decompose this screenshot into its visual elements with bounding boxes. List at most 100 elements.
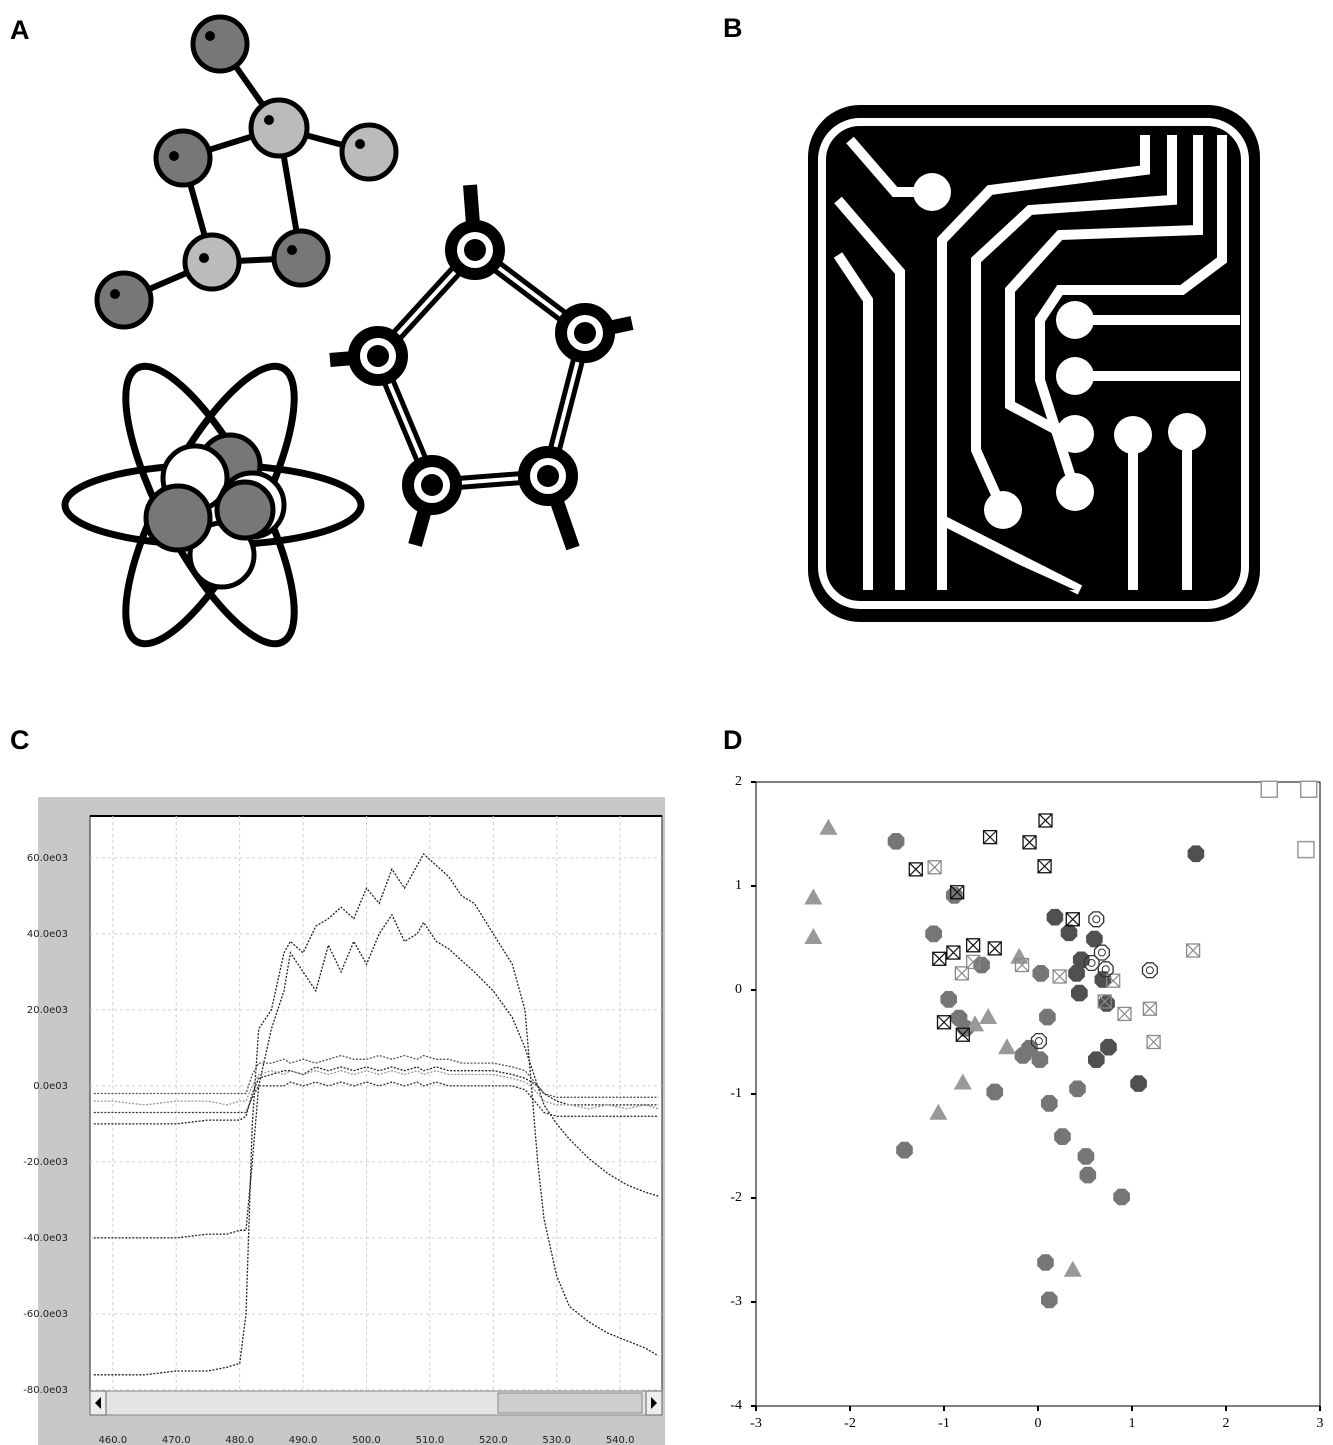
marker: [1034, 1036, 1043, 1045]
scatter-point: [1022, 835, 1037, 850]
marker: [1031, 1051, 1049, 1068]
scatter-point: [1260, 780, 1278, 799]
marker: [1083, 954, 1100, 972]
marker: [1037, 859, 1052, 874]
marker: [1113, 1188, 1130, 1206]
panel-label: D: [723, 725, 743, 755]
marker: [946, 945, 961, 960]
scatter-point: [1032, 965, 1050, 982]
y-tick-label: 1: [735, 878, 742, 893]
marker: [987, 941, 1002, 956]
scatter-point: [1010, 947, 1029, 964]
marker: [1069, 1080, 1086, 1098]
marker: [1039, 1008, 1056, 1026]
marker: [946, 945, 961, 960]
scatter-point: [1037, 1254, 1054, 1271]
marker: [965, 954, 981, 970]
marker: [1037, 1254, 1054, 1271]
marker: [1038, 813, 1053, 828]
marker: [804, 888, 823, 905]
marker: [1142, 1001, 1157, 1016]
marker: [936, 1015, 952, 1030]
scatter-point: [965, 938, 981, 953]
marker: [1145, 966, 1154, 975]
marker: [1097, 994, 1112, 1009]
marker: [954, 966, 970, 981]
marker: [1142, 1001, 1158, 1016]
marker: [927, 860, 942, 875]
marker: [950, 885, 965, 900]
marker: [1100, 1038, 1117, 1056]
scatter-point: [955, 1027, 970, 1042]
scatter-point: [1297, 840, 1315, 859]
scatter-point: [1093, 944, 1110, 961]
scatter-point: [1083, 954, 1100, 972]
molecule-illustration: [94, 14, 399, 330]
x-tick-label: -1: [938, 1416, 950, 1431]
marker: [929, 1103, 948, 1120]
marker: [1146, 1034, 1161, 1050]
scatter-point: [936, 1015, 952, 1030]
marker: [887, 833, 905, 850]
scatter-point: [1031, 1051, 1049, 1068]
y-tick-label: 2: [735, 774, 742, 789]
marker: [925, 925, 942, 943]
scatter-point: [929, 1103, 948, 1120]
marker: [1097, 948, 1106, 957]
scatter-point: [1063, 1260, 1082, 1277]
y-tick-label: -60.0e03: [23, 1309, 68, 1320]
marker: [1015, 958, 1029, 972]
scatter-point: [1041, 1291, 1058, 1309]
scatter-point: [927, 860, 942, 875]
panel-label: A: [10, 15, 30, 45]
scatter-point: [925, 925, 942, 943]
x-tick-label: -2: [844, 1416, 856, 1431]
y-tick-label: 0: [735, 982, 742, 997]
marker: [896, 1141, 913, 1159]
atom-illustration: [61, 362, 365, 648]
scatter-point: [966, 1015, 985, 1032]
marker: [1014, 957, 1030, 973]
scatter-point: [1068, 965, 1085, 982]
marker: [1260, 780, 1278, 799]
marker: [937, 1015, 951, 1030]
scatter-point: [965, 954, 981, 970]
marker: [1037, 859, 1052, 874]
scatter-point: [1052, 969, 1067, 984]
ring-illustration: [329, 184, 634, 551]
marker: [953, 1073, 972, 1090]
scatter-point: [982, 829, 998, 845]
marker: [1130, 1075, 1147, 1092]
marker: [965, 938, 981, 953]
circuit-illustration: [808, 105, 1260, 622]
marker: [932, 951, 947, 966]
scatter-point: [896, 1141, 913, 1159]
x-tick-label: 0: [1035, 1416, 1042, 1431]
y-tick-label: 40.0e03: [27, 929, 68, 940]
marker: [1185, 943, 1201, 958]
marker: [1106, 973, 1121, 988]
scatter-point: [1014, 1047, 1032, 1064]
marker: [1117, 1006, 1132, 1021]
marker: [1088, 1051, 1105, 1068]
marker: [1101, 965, 1110, 974]
scatter-point: [1071, 984, 1088, 1002]
marker: [966, 938, 981, 953]
data-line: [93, 1066, 659, 1125]
marker: [966, 1015, 985, 1032]
marker: [908, 862, 923, 877]
scatter-point: [940, 991, 957, 1008]
plot-area: [89, 815, 663, 1392]
scrollbar[interactable]: [89, 1390, 663, 1416]
x-tick-label: 530.0: [542, 1435, 571, 1445]
scatter-point: [1086, 930, 1103, 948]
marker: [1071, 984, 1088, 1002]
scatter-point: [1079, 1166, 1097, 1184]
y-tick-label: -4: [730, 1398, 742, 1413]
panel-label: B: [723, 13, 743, 43]
y-tick-label: 20.0e03: [27, 1005, 68, 1016]
x-tick-label: 480.0: [225, 1435, 254, 1445]
scatter-point: [1097, 994, 1112, 1009]
data-line: [93, 913, 659, 1239]
marker: [932, 951, 947, 966]
